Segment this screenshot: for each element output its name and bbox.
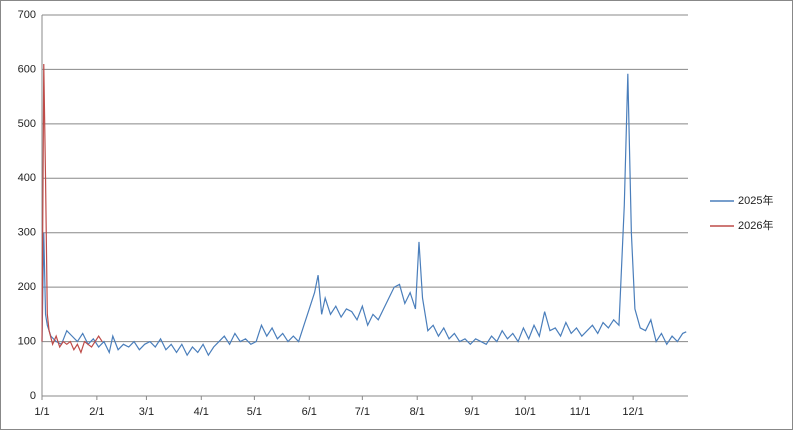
x-tick-label: 10/1 <box>514 406 535 418</box>
x-tick-label: 12/1 <box>622 406 643 418</box>
y-tick-label: 600 <box>18 63 36 75</box>
x-tick-label: 9/1 <box>464 406 479 418</box>
legend-label: 2025年 <box>738 193 773 207</box>
x-tick-label: 4/1 <box>194 406 209 418</box>
x-tick-label: 2/1 <box>89 406 104 418</box>
y-tick-label: 100 <box>18 335 36 347</box>
x-tick-label: 7/1 <box>355 406 370 418</box>
x-tick-label: 1/1 <box>34 406 49 418</box>
x-tick-label: 8/1 <box>410 406 425 418</box>
x-tick-label: 11/1 <box>570 406 591 418</box>
y-tick-label: 300 <box>18 227 36 239</box>
legend-label: 2026年 <box>738 218 773 232</box>
series-line <box>41 73 687 357</box>
x-tick-label: 6/1 <box>302 406 317 418</box>
y-tick-label: 400 <box>18 172 36 184</box>
y-tick-label: 200 <box>18 281 36 293</box>
series-line <box>41 63 103 355</box>
y-tick-label: 500 <box>18 118 36 130</box>
x-tick-label: 5/1 <box>247 406 262 418</box>
y-tick-label: 700 <box>18 9 36 21</box>
y-tick-label: 0 <box>30 390 36 402</box>
x-tick-label: 3/1 <box>139 406 154 418</box>
